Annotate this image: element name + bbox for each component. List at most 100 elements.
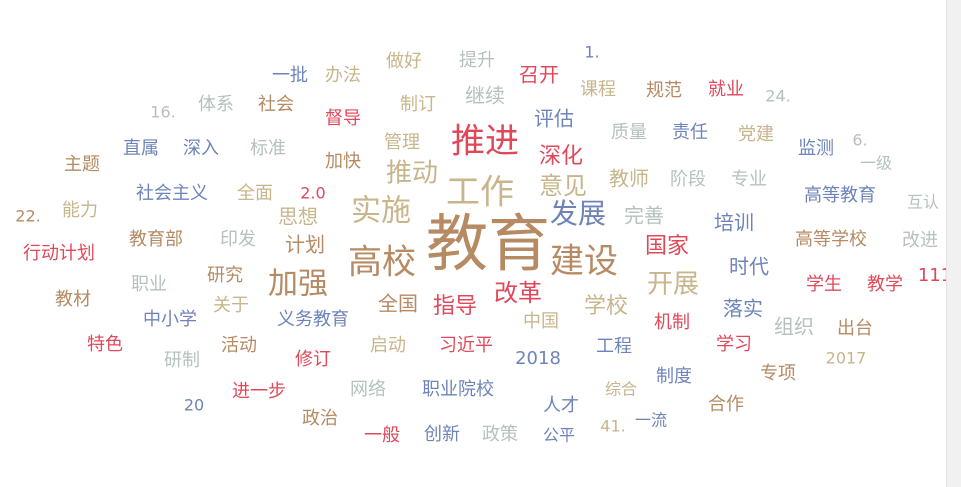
- word: 改革: [494, 279, 542, 307]
- word: 一流: [635, 411, 667, 430]
- word: 高校: [348, 243, 416, 283]
- word: 教材: [55, 289, 91, 310]
- word: 启动: [370, 335, 406, 356]
- word: 实施: [351, 194, 411, 229]
- word: 41.: [600, 417, 625, 436]
- word: 办法: [325, 65, 361, 86]
- word: 开展: [647, 270, 699, 300]
- word: 制订: [400, 94, 436, 115]
- word: 国家: [645, 234, 689, 259]
- word: 推动: [386, 159, 438, 189]
- word: 责任: [672, 122, 708, 143]
- word: 网络: [350, 379, 386, 400]
- word: 公平: [543, 426, 575, 445]
- word: 召开: [519, 63, 559, 87]
- word: 计划: [285, 233, 325, 257]
- word: 教育: [426, 207, 550, 280]
- word: 2.0: [300, 184, 325, 203]
- word: 111: [918, 265, 952, 286]
- word: 学生: [806, 274, 842, 295]
- word: 互认: [907, 193, 939, 212]
- word: 体系: [198, 94, 234, 115]
- word: 全国: [378, 292, 418, 316]
- word: 研究: [207, 265, 243, 286]
- word: 质量: [611, 122, 647, 143]
- word: 进一步: [232, 381, 286, 402]
- scrollbar[interactable]: [946, 0, 961, 487]
- word: 党建: [738, 124, 774, 145]
- word: 一级: [860, 154, 892, 173]
- word: 规范: [646, 80, 682, 101]
- word: 22.: [15, 207, 40, 226]
- word: 义务教育: [277, 309, 349, 330]
- word: 习近平: [439, 335, 493, 356]
- word: 职业院校: [422, 379, 494, 400]
- word: 指导: [433, 294, 477, 319]
- word: 学习: [716, 334, 752, 355]
- word: 教学: [867, 274, 903, 295]
- word: 修订: [295, 349, 331, 370]
- word: 专业: [731, 169, 767, 190]
- word: 综合: [605, 380, 637, 399]
- word: 高等学校: [795, 229, 867, 250]
- word: 评估: [534, 107, 574, 131]
- word: 行动计划: [23, 243, 95, 264]
- word: 社会主义: [136, 183, 208, 204]
- word: 专项: [760, 363, 796, 384]
- word: 阶段: [670, 169, 706, 190]
- word: 工作: [446, 173, 514, 213]
- word: 标准: [250, 138, 286, 159]
- word: 一般: [364, 425, 400, 446]
- word: 培训: [714, 211, 754, 235]
- word: 直属: [123, 138, 159, 159]
- word: 深化: [539, 144, 583, 169]
- word: 特色: [87, 334, 123, 355]
- word: 时代: [729, 255, 769, 279]
- word: 做好: [386, 51, 422, 72]
- word: 20: [184, 396, 204, 415]
- word: 加快: [325, 151, 361, 172]
- word: 制度: [656, 366, 692, 387]
- word: 2018: [515, 348, 561, 369]
- word: 意见: [539, 172, 587, 200]
- word: 工程: [596, 336, 632, 357]
- word: 课程: [580, 79, 616, 100]
- word: 学校: [584, 294, 628, 319]
- word: 提升: [459, 50, 495, 71]
- word: 发展: [550, 197, 606, 230]
- word: 政策: [482, 424, 518, 445]
- word: 机制: [654, 312, 690, 333]
- word: 就业: [708, 79, 744, 100]
- word: 督导: [325, 108, 361, 129]
- word: 完善: [624, 204, 664, 228]
- word: 中小学: [143, 309, 197, 330]
- word: 监测: [798, 138, 834, 159]
- word: 教师: [609, 167, 649, 191]
- word: 一批: [272, 65, 308, 86]
- word: 高等教育: [804, 185, 876, 206]
- word: 深入: [183, 138, 219, 159]
- word: 继续: [465, 84, 505, 108]
- word: 活动: [221, 335, 257, 356]
- word: 建设: [550, 242, 618, 282]
- word: 2017: [826, 349, 867, 368]
- word: 改进: [902, 230, 938, 251]
- word: 16.: [150, 103, 175, 122]
- word: 创新: [424, 424, 460, 445]
- word: 研制: [164, 350, 200, 371]
- word: 政治: [302, 408, 338, 429]
- word: 印发: [220, 229, 256, 250]
- word: 管理: [384, 132, 420, 153]
- word: 职业: [131, 274, 167, 295]
- word: 教育部: [129, 229, 183, 250]
- word: 落实: [723, 297, 763, 321]
- word: 1.: [584, 43, 599, 62]
- word: 全面: [237, 183, 273, 204]
- word: 加强: [268, 267, 328, 302]
- word: 社会: [258, 94, 294, 115]
- word: 组织: [774, 315, 814, 339]
- word: 24.: [765, 87, 790, 106]
- word: 关于: [213, 295, 249, 316]
- word: 主题: [64, 154, 100, 175]
